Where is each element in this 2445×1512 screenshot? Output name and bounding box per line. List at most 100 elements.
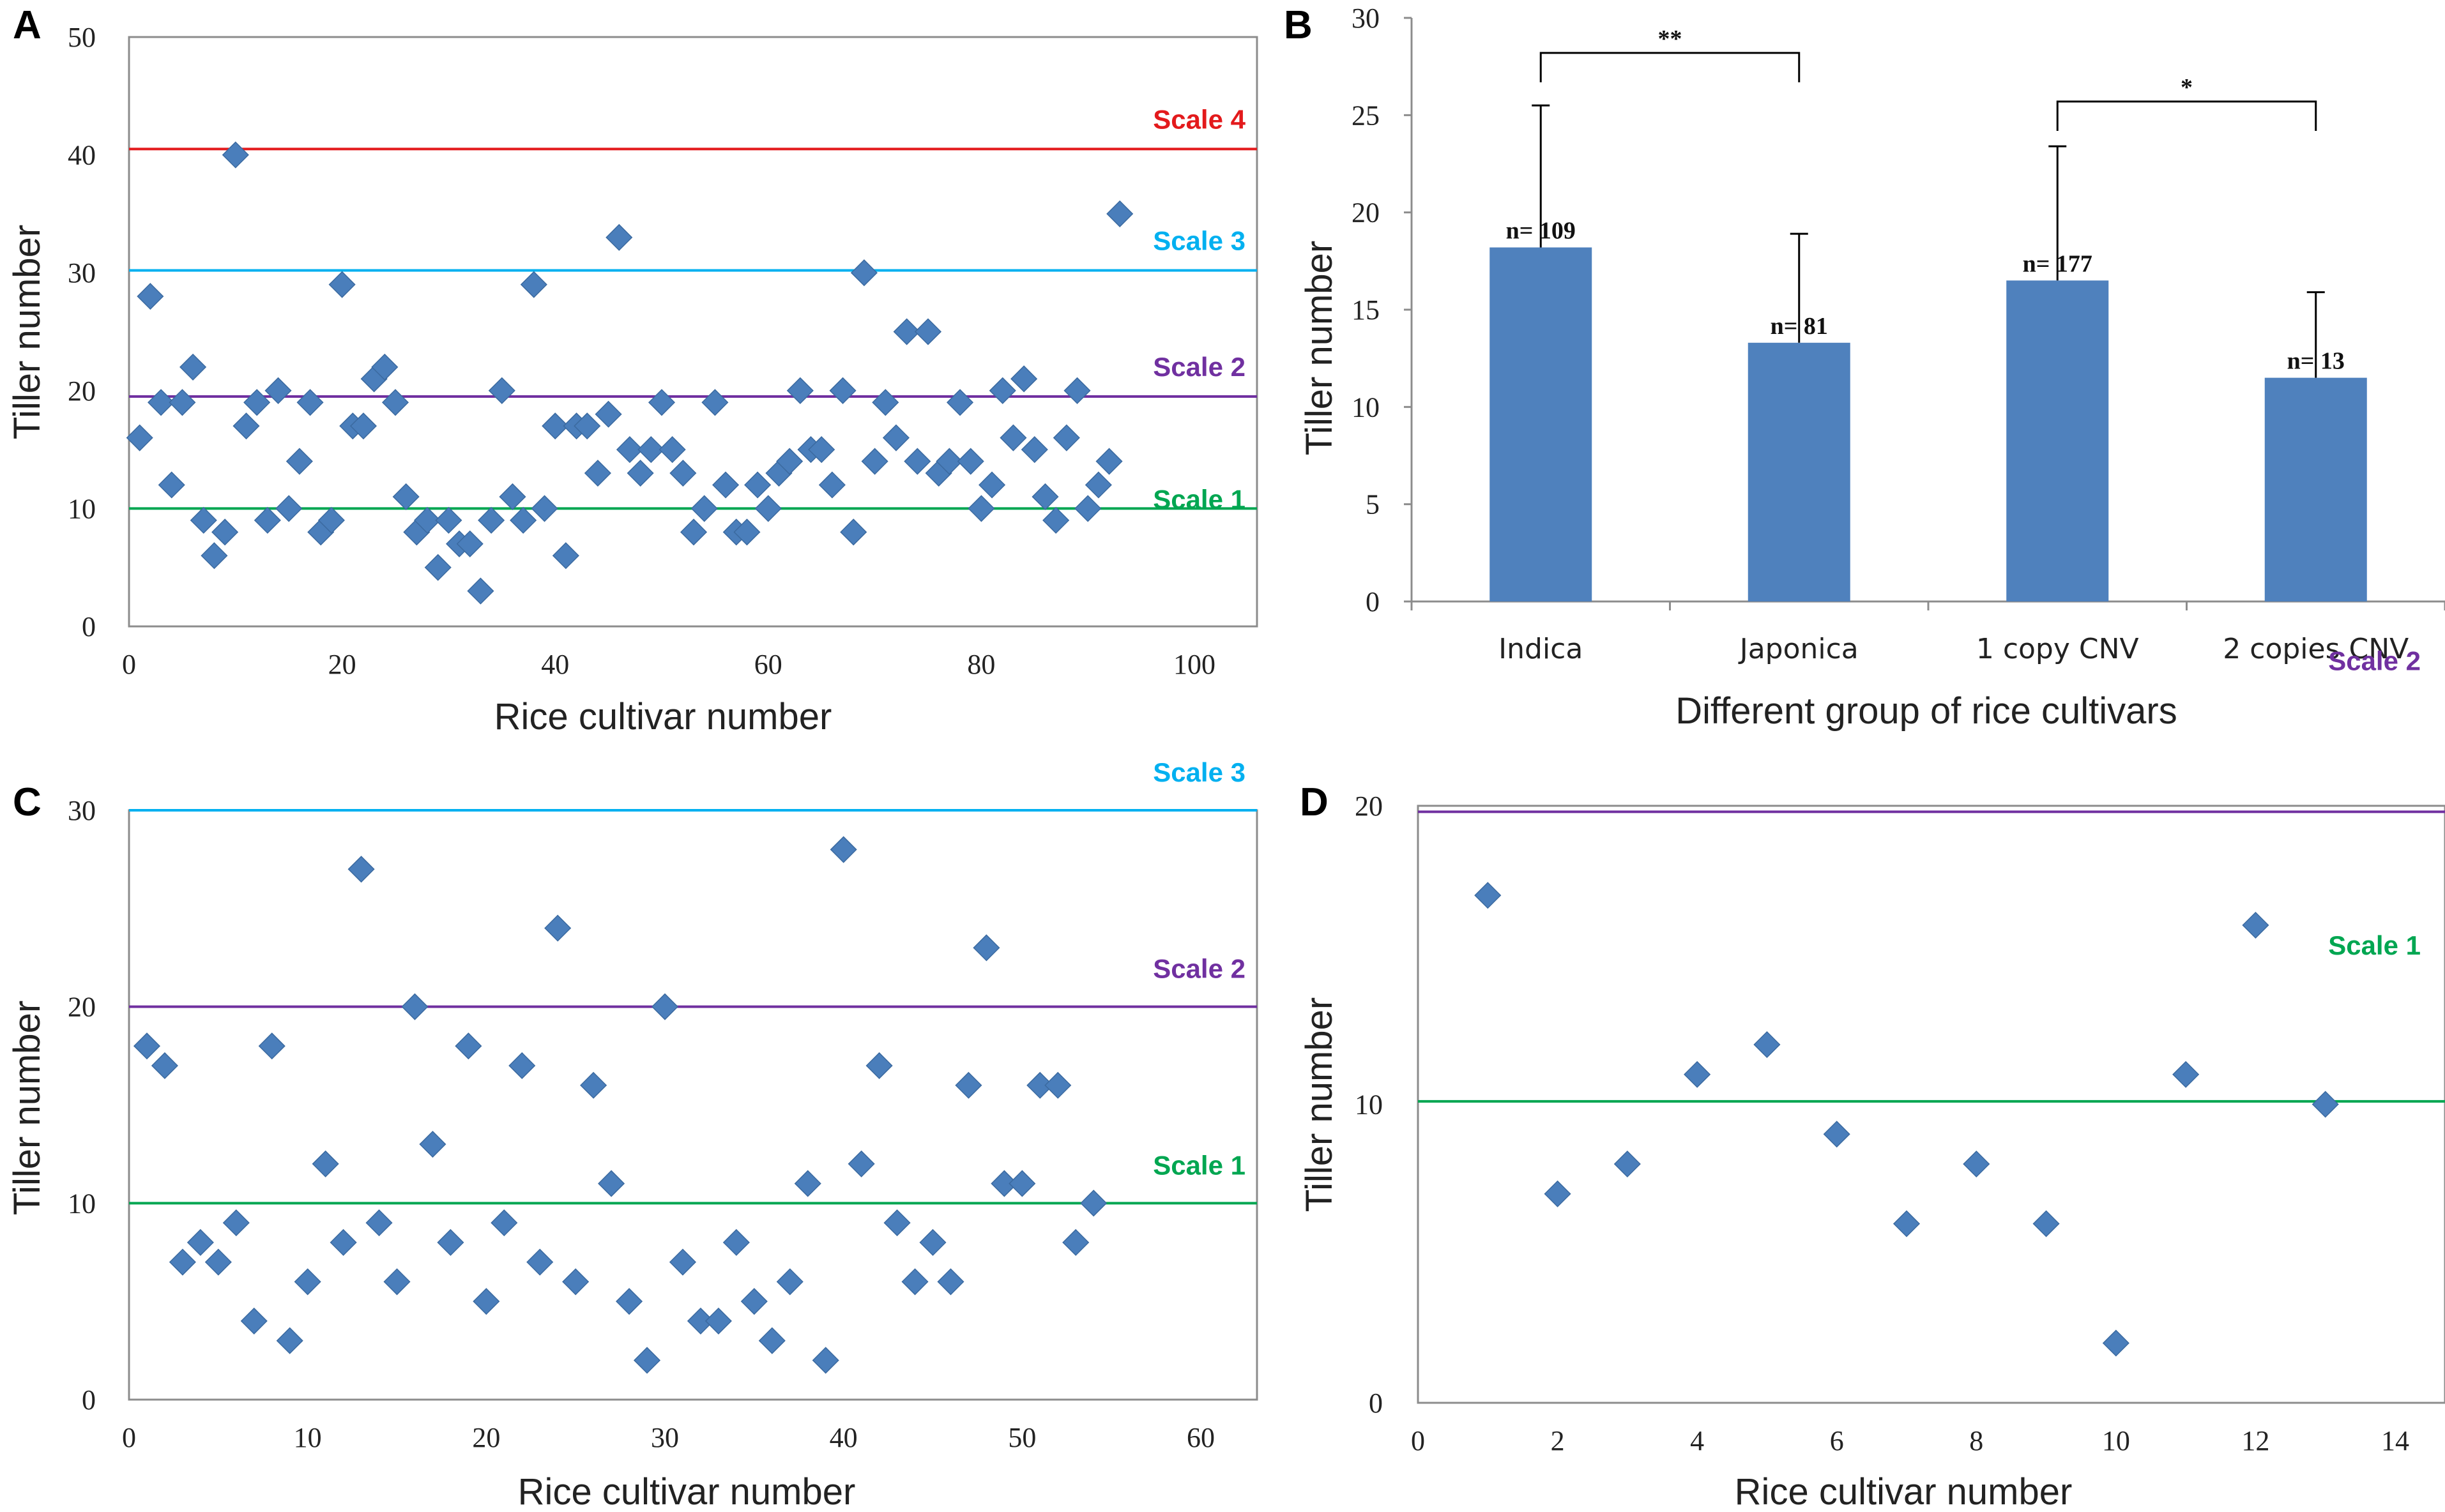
panel-c-data-point [222,1209,250,1237]
panel-c-x-tick-label: 10 [294,1422,322,1453]
panel-c-data-point [562,1268,590,1296]
panel-a-data-point [818,471,846,499]
panel-c-data-point [598,1170,625,1197]
panel-b-bars: n= 109 n= 81 n= 177 n= 13 [1489,104,2367,601]
panel-a-data-point [435,506,462,534]
panel-a-data-point [488,377,515,404]
panel-a-data-point [542,412,569,440]
panel-d-data-point [1613,1150,1641,1178]
panel-a-data-point [413,506,441,534]
panel-a-data-point [1063,377,1091,404]
panel-c-data-point [133,1032,161,1060]
panel-c-data-point [1062,1228,1090,1256]
panel-a-x-tick-label: 20 [328,649,356,680]
panel-a-data-point [169,389,196,416]
panel-c-scale-3-label: Scale 3 [1153,757,1245,787]
panel-c-data-point [276,1327,303,1354]
panel-c-data-point [883,1209,911,1237]
panel-d-x-tick-label: 0 [1411,1425,1425,1456]
panel-a-x-tick-label: 80 [967,649,995,680]
panel-a-data-point [1000,424,1027,451]
panel-a-y-tick-label: 10 [68,493,96,524]
panel-a-data-point [936,448,963,475]
panel-a-data-point [158,471,185,499]
panel-a-data-point [1074,495,1102,522]
panel-a-data-point [1106,200,1134,227]
panel-a-data-point [680,518,708,546]
panel-b-bar [2006,280,2109,601]
panel-a-data-point [606,223,633,251]
panel-a-data-point [744,471,772,499]
panel-d-plot-frame [1417,805,2445,1404]
panel-c-data-point [401,993,429,1020]
panel-c-data-point [848,1150,875,1177]
panel-a-data-point [616,436,644,464]
panel-c-x-tick-label: 20 [472,1422,500,1453]
panel-a-y-ticks: 0 10 20 30 40 50 [68,22,96,642]
panel-a-data-point [147,389,175,416]
panel-a-scale-3-label: Scale 3 [1153,226,1245,256]
panel-c-data-point [347,856,375,883]
panel-a-data-point [499,483,526,511]
panel-c-data-point [1044,1071,1072,1099]
panel-c-scale-1-label: Scale 1 [1153,1150,1245,1180]
panel-b-y-tick-label: 10 [1352,391,1380,423]
panel-c-data-point [794,1170,821,1197]
panel-a-data-point [574,412,601,440]
panel-a-data-point [467,577,494,605]
panel-a-y-axis-title: Tiller number [6,225,48,439]
panel-c-data-point [991,1170,1018,1197]
panel-c-y-tick-label: 10 [68,1188,96,1219]
panel-a-data-point [946,389,974,416]
panel-a-x-tick-label: 0 [122,649,136,680]
panel-b-label: B [1284,3,1313,47]
panel-a-data-point [317,506,345,534]
panel-c-x-tick-label: 30 [651,1422,679,1453]
panel-b-y-axis-title: Tiller number [1299,241,1340,455]
panel-a-data-point [1053,424,1080,451]
panel-a-data-point [243,389,271,416]
panel-c-y-tick-label: 20 [68,992,96,1023]
panel-c-data-point [955,1071,982,1099]
panel-a-data-point [776,448,804,475]
panel-c-data-point [973,934,1000,962]
panel-c-scale-2-label: Scale 2 [1153,954,1245,984]
panel-d-data-point [1753,1031,1781,1059]
panel-c-data-point [258,1032,286,1060]
panel-b-bar [1748,342,1850,601]
panel-b-bar [1489,247,1592,601]
panel-c-y-axis-title: Tiller number [6,1001,48,1215]
panel-a-data-point [850,259,878,287]
panel-d-data-point [2242,911,2269,939]
panel-d-x-tick-label: 8 [1969,1425,1983,1456]
panel-a-data-point [904,448,931,475]
panel-a-data-point [552,542,579,570]
panel-b-significance: *** [1539,26,2317,132]
panel-d-x-tick-label: 12 [2241,1425,2269,1456]
panel-a-data-point [627,459,654,487]
panel-b-bar-chart: B 0 5 10 15 20 25 30 Indica Japonica 1 copy CNV 2… [1284,3,2445,732]
panel-d-data-point [1684,1061,1711,1088]
panel-a-data-point [786,377,814,404]
panel-c-data-point [169,1248,196,1276]
panel-b-significance-bracket [1539,52,1801,82]
panel-b-n-label: n= 13 [2287,348,2345,375]
panel-d-scale-1-label: Scale 1 [2328,930,2421,960]
panel-d-scatter: D Scale 1 Scale 2 0 10 20 0 2 4 6 8 10 12 14 Rice … [1299,646,2445,1512]
panel-b-y-tick-label: 25 [1352,100,1380,131]
panel-a-data-point [478,506,505,534]
panel-d-data-point [1474,882,1502,909]
panel-c-data-point [187,1228,214,1256]
panel-c-label: C [13,780,42,824]
panel-a-data-point [190,506,217,534]
panel-c-data-point [151,1052,178,1080]
panel-b-bar [2264,377,2367,601]
panel-c-data-point [330,1228,357,1256]
panel-a-y-tick-label: 20 [68,375,96,407]
panel-d-x-tick-label: 6 [1830,1425,1844,1456]
panel-b-x-ticks: Indica Japonica 1 copy CNV 2 copies CNV [1410,601,2445,665]
panel-d-points [1474,882,2339,1357]
panel-d-data-point [1963,1150,1990,1178]
panel-d-x-tick-label: 14 [2381,1425,2409,1456]
panel-d-data-point [1893,1210,1921,1237]
